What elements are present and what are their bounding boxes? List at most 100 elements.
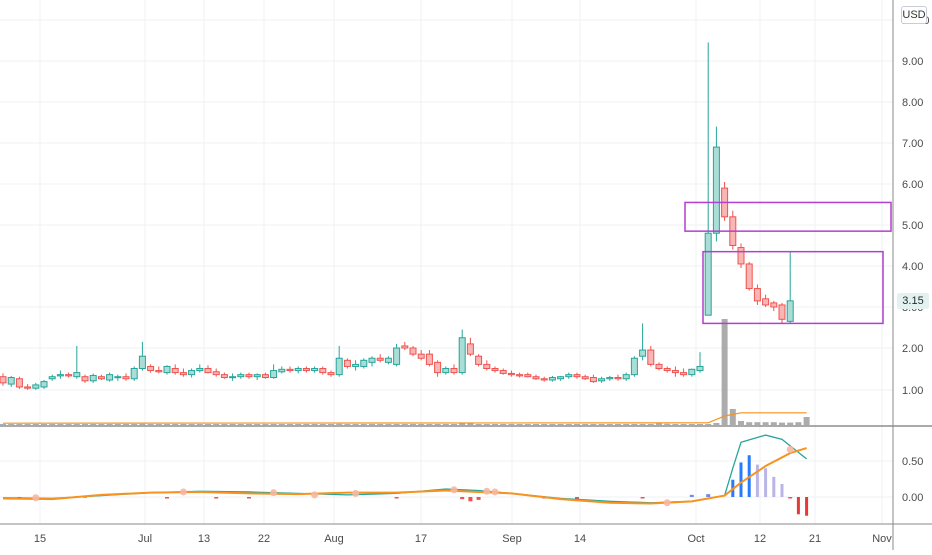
candle (507, 370, 515, 377)
candle-body (401, 345, 409, 349)
candle (524, 372, 532, 378)
macd-histogram-bar (772, 476, 776, 497)
macd-histogram-bar (476, 497, 481, 500)
candle (376, 354, 384, 363)
candle (688, 368, 696, 377)
candle-body (229, 376, 237, 379)
volume-bar (205, 424, 211, 425)
volume-bar (344, 424, 351, 425)
candle (352, 360, 360, 371)
candle (270, 364, 278, 379)
candle-body (770, 302, 778, 308)
candle (516, 372, 524, 378)
price-tick-label: 4.00 (902, 261, 923, 273)
candle (491, 366, 499, 373)
candle-body (680, 372, 688, 376)
candle-body (48, 376, 56, 380)
candle (319, 366, 327, 375)
volume-bar (24, 424, 31, 425)
volume-bar (155, 424, 162, 425)
volume-bar (131, 424, 138, 425)
time-tick-label: Nov (872, 533, 892, 545)
candle (65, 372, 73, 378)
volume-bar (647, 424, 654, 425)
volume-bar (73, 424, 80, 425)
candle (573, 372, 581, 379)
candle-body (630, 357, 638, 376)
volume-bar (237, 424, 244, 425)
candle (409, 345, 417, 357)
candle (540, 376, 548, 382)
candle-body (696, 365, 704, 372)
candle (122, 373, 130, 381)
volume-bar (656, 423, 662, 425)
volume-bar (352, 424, 359, 425)
volume-bar (303, 424, 310, 425)
candle-body (393, 347, 401, 365)
volume-bar (582, 424, 589, 425)
candle (204, 365, 212, 374)
currency-button[interactable]: USD (901, 6, 927, 24)
candle-body (81, 376, 89, 382)
volume-bar (500, 424, 507, 425)
candle (630, 356, 638, 377)
volume-bar (574, 424, 580, 425)
volume-bar (295, 424, 302, 425)
volume-bar (688, 424, 695, 425)
volume-bar (0, 424, 6, 425)
candle (73, 345, 81, 379)
candle-body (89, 374, 97, 382)
candle-body (286, 368, 294, 372)
volume-bar (114, 424, 121, 425)
volume-bar (442, 424, 449, 425)
candle-body (442, 368, 450, 374)
volume-bar (729, 409, 736, 425)
candle (245, 372, 253, 379)
candle-body (581, 376, 589, 380)
candle (442, 366, 450, 375)
candle (138, 341, 146, 371)
volume-bar (664, 423, 671, 425)
volume-bar (262, 424, 269, 425)
candle (155, 366, 163, 374)
candle-body (450, 368, 458, 374)
candle-body (516, 374, 524, 377)
volume-bar (106, 424, 113, 425)
volume-bar (598, 424, 605, 425)
candle (360, 358, 368, 369)
candle (499, 368, 507, 375)
volume-bar (475, 424, 482, 425)
cross-marker (270, 489, 278, 497)
volume-bar (311, 424, 318, 425)
candle (302, 366, 310, 373)
volume-bar (57, 424, 64, 425)
candle (598, 376, 606, 383)
candles (0, 42, 794, 390)
candle-body (548, 377, 556, 381)
volume-bar (680, 424, 687, 425)
volume-bar (196, 424, 203, 425)
candle (532, 374, 540, 380)
candle (48, 374, 56, 381)
candle (721, 181, 729, 221)
time-tick-label: Oct (687, 533, 704, 545)
candle-body (163, 365, 171, 374)
volume-bar (565, 424, 572, 425)
macd-histogram-bar (764, 468, 768, 497)
volume-bar (672, 424, 679, 425)
candle (639, 323, 647, 361)
volume-bar (746, 422, 753, 425)
price-tick-label: 9.00 (902, 56, 923, 68)
macd-histogram-bar (247, 497, 251, 499)
volume-bar (623, 424, 630, 425)
volume-bar (377, 424, 384, 425)
candle-body (343, 359, 351, 367)
candle (786, 251, 794, 324)
candle (581, 374, 589, 380)
candle (647, 345, 655, 367)
candle (81, 374, 89, 383)
volume-bar (278, 424, 285, 425)
macd-histogram-bar (755, 464, 759, 497)
